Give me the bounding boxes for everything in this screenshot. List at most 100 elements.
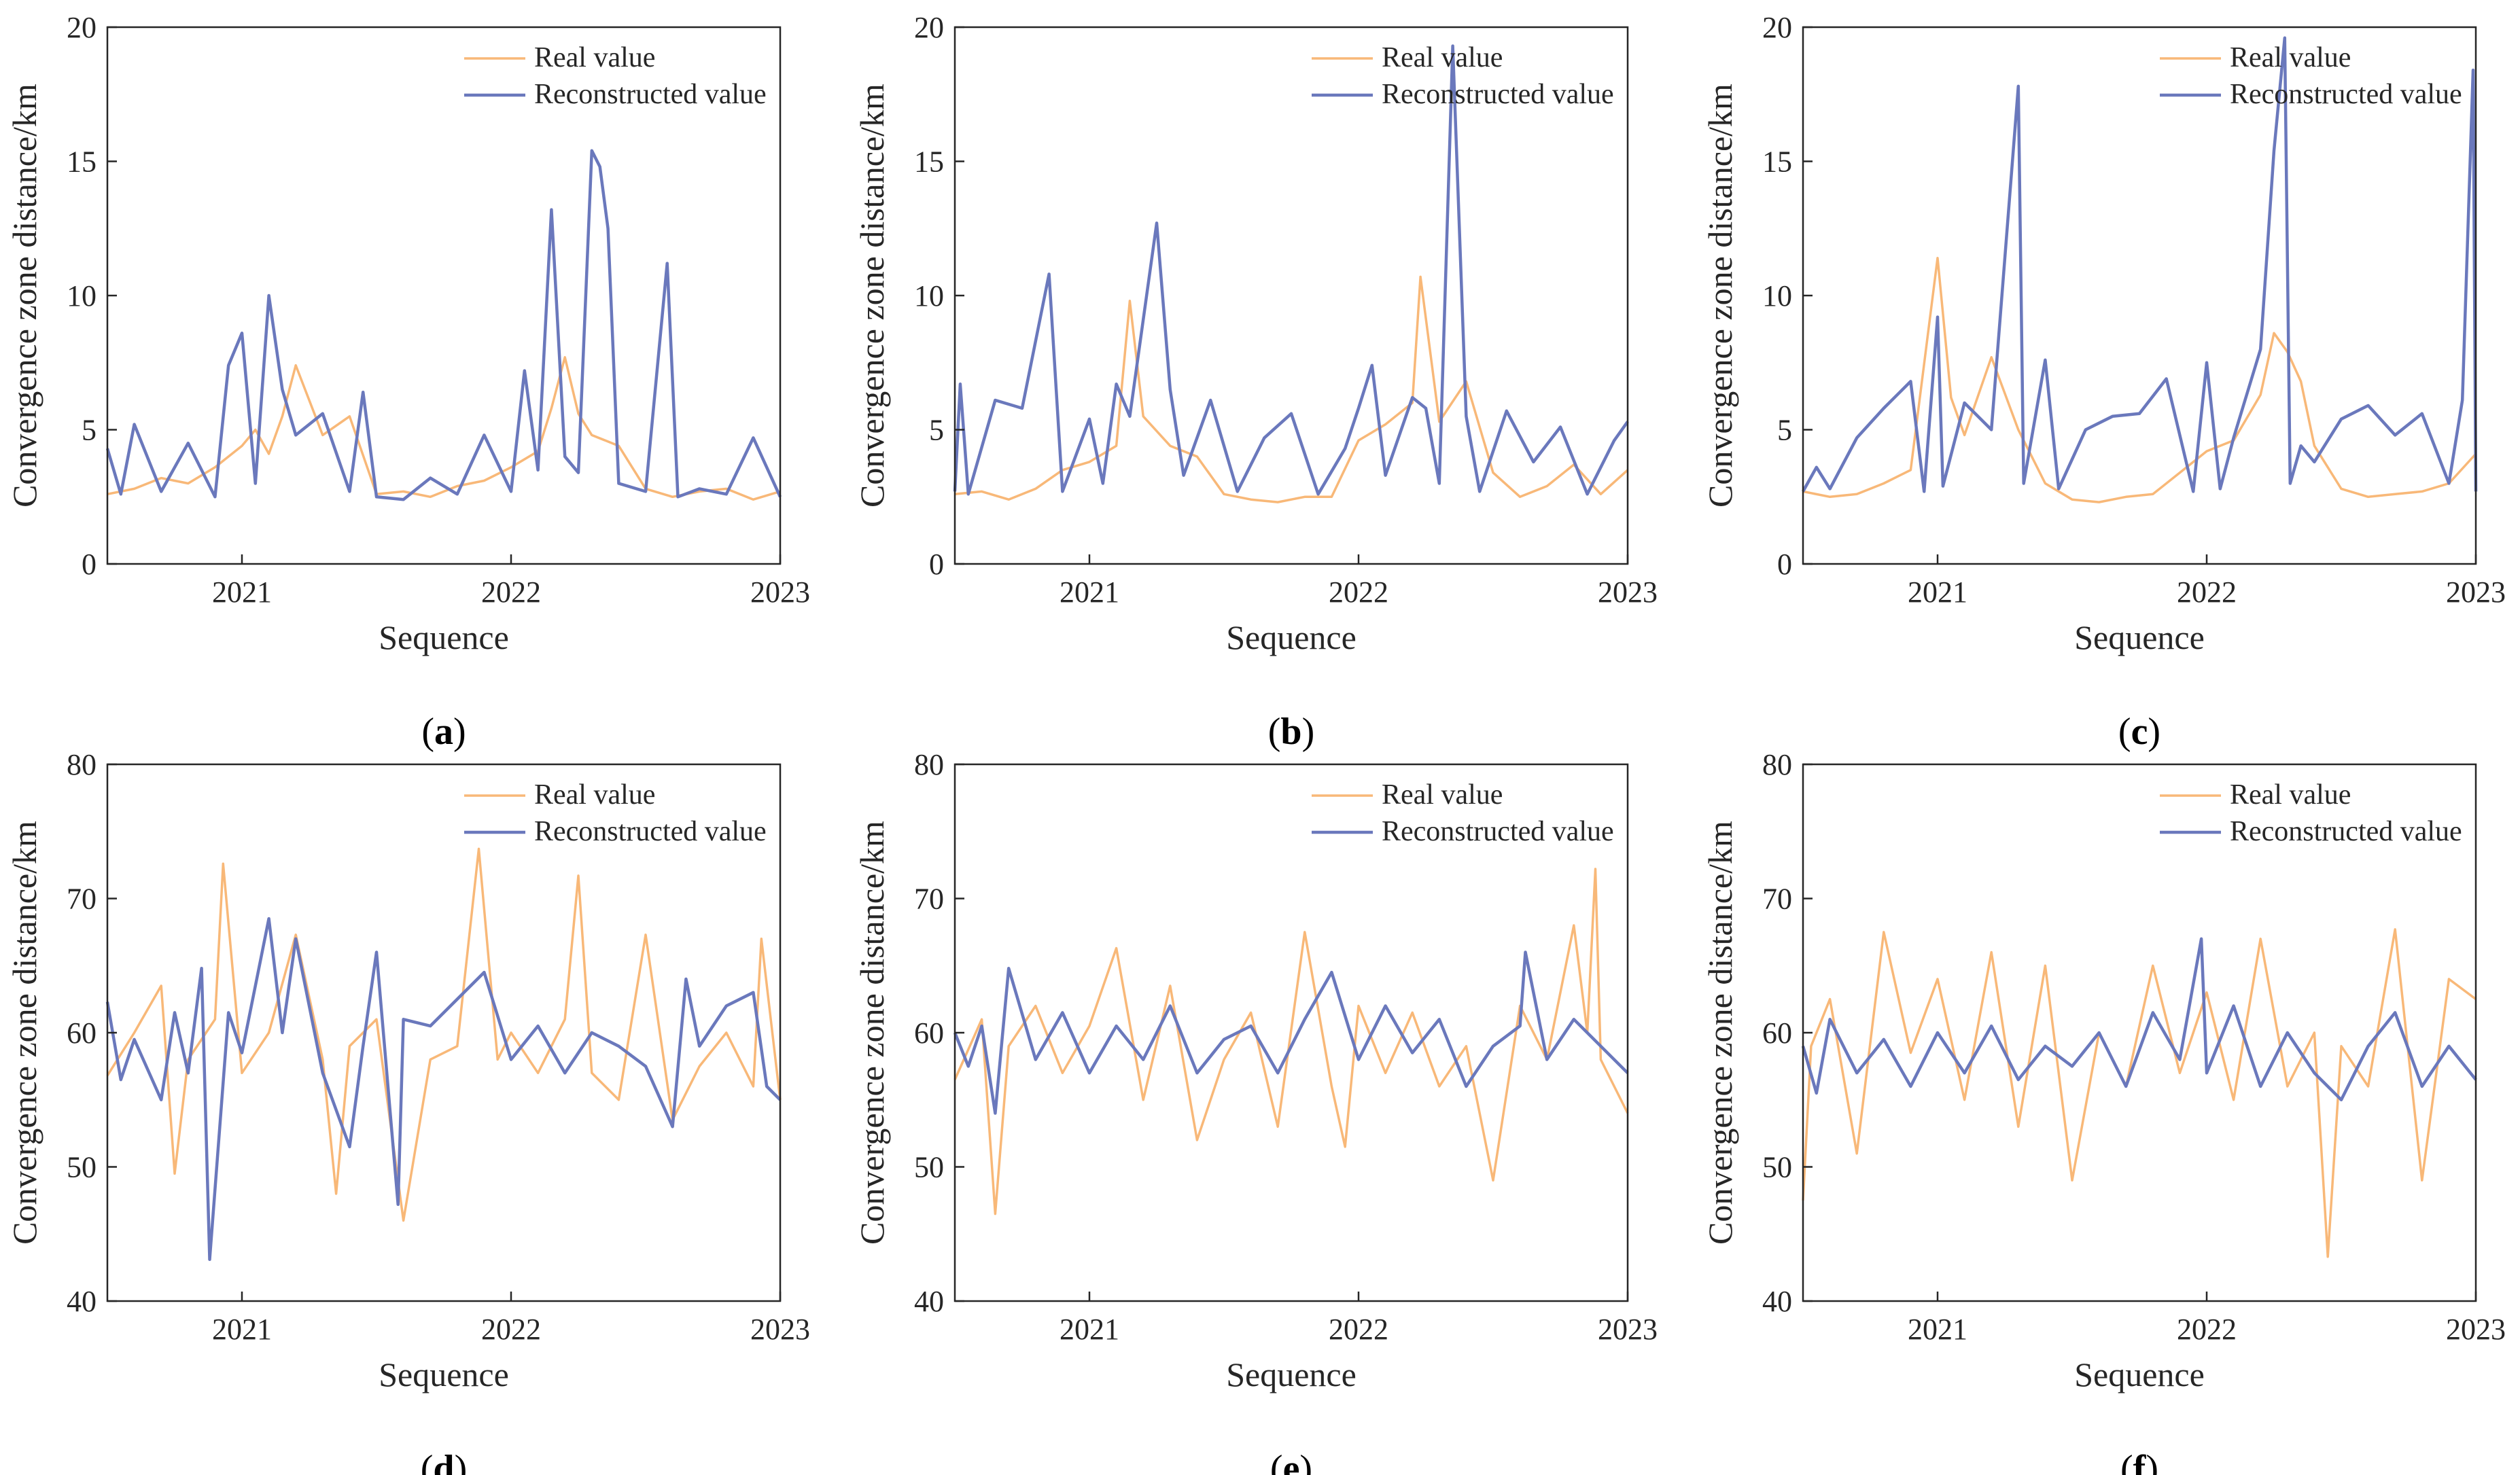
- y-tick-label: 10: [1762, 279, 1792, 313]
- x-tick-label: 2022: [1329, 1313, 1388, 1346]
- y-tick-label: 60: [67, 1016, 97, 1050]
- chart-panel-c: 0 5 10 15 20 2021 2022 2023 Sequence Convergence …: [1701, 11, 2506, 753]
- legend: Real value Reconstructed value: [1312, 42, 1614, 110]
- y-tick-label: 60: [914, 1016, 944, 1050]
- y-tick-label: 20: [914, 11, 944, 44]
- y-tick-label: 5: [82, 414, 97, 447]
- series-line-real: [106, 847, 782, 1222]
- x-tick-label: 2022: [2177, 1313, 2237, 1346]
- x-tick-label: 2021: [1060, 1313, 1119, 1346]
- x-axis-title: Sequence: [1226, 1355, 1357, 1393]
- y-axis-title: Convergence zone distance/km: [853, 821, 891, 1245]
- series-line-reconstructed: [1802, 36, 2478, 493]
- series-line-reconstructed: [1801, 937, 2477, 1102]
- x-axis-title: Sequence: [2074, 618, 2205, 656]
- x-axis-title: Sequence: [1226, 618, 1357, 656]
- y-tick-label: 70: [67, 883, 97, 916]
- y-tick-label: 10: [67, 279, 97, 313]
- panel-letter: b: [1280, 711, 1301, 753]
- y-tick-label: 40: [914, 1285, 944, 1318]
- x-tick-label: 2021: [212, 575, 272, 609]
- x-tick-label: 2023: [1598, 1313, 1658, 1346]
- legend: Real value Reconstructed value: [2160, 42, 2462, 110]
- legend-label-real: Real value: [2230, 779, 2351, 811]
- panel-letter: a: [434, 711, 453, 753]
- chart-panel-b: 0 5 10 15 20 2021 2022 2023 Sequence Convergence …: [853, 11, 1658, 753]
- panel-label: (c): [2118, 711, 2160, 753]
- x-tick-label: 2022: [481, 575, 541, 609]
- x-tick-label: 2023: [750, 1313, 810, 1346]
- y-tick-label: 50: [67, 1151, 97, 1184]
- panel-label: (d): [421, 1448, 467, 1475]
- panel-label: (e): [1270, 1448, 1312, 1475]
- x-tick-label: 2022: [2177, 575, 2237, 609]
- y-axis-title: Convergence zone distance/km: [1701, 84, 1739, 508]
- x-tick-label: 2021: [1908, 1313, 1967, 1346]
- y-tick-label: 0: [82, 548, 97, 581]
- series-line-reconstructed: [105, 149, 782, 501]
- x-tick-label: 2022: [481, 1313, 541, 1346]
- legend-label-real: Real value: [534, 779, 655, 811]
- y-tick-label: 20: [67, 11, 97, 44]
- legend-label-real: Real value: [1382, 779, 1503, 811]
- legend: Real value Reconstructed value: [464, 779, 767, 847]
- y-tick-label: 10: [914, 279, 944, 313]
- legend-label-reconstructed: Reconstructed value: [1382, 79, 1614, 110]
- y-tick-label: 80: [67, 748, 97, 781]
- y-tick-label: 70: [1762, 883, 1792, 916]
- legend-label-real: Real value: [1382, 42, 1503, 73]
- x-tick-label: 2022: [1329, 575, 1388, 609]
- legend-label-reconstructed: Reconstructed value: [2230, 79, 2462, 110]
- series-line-real: [953, 868, 1629, 1215]
- panel-label: (b): [1268, 711, 1314, 753]
- y-axis-title: Convergence zone distance/km: [5, 821, 43, 1245]
- y-tick-label: 80: [1762, 748, 1792, 781]
- chart-panel-e: 40 50 60 70 80 2021 2022 2023 Sequence Convergenc…: [853, 748, 1658, 1475]
- y-tick-label: 50: [914, 1151, 944, 1184]
- panel-label: (a): [421, 711, 466, 753]
- y-tick-label: 70: [914, 883, 944, 916]
- y-tick-label: 80: [914, 748, 944, 781]
- series-line-reconstructed: [953, 950, 1629, 1115]
- legend: Real value Reconstructed value: [1312, 779, 1614, 847]
- x-tick-label: 2021: [212, 1313, 272, 1346]
- y-tick-label: 0: [1777, 548, 1792, 581]
- series-line-real: [1802, 256, 2477, 503]
- y-tick-label: 60: [1762, 1016, 1792, 1050]
- x-axis-title: Sequence: [379, 1355, 509, 1393]
- series-line-reconstructed: [953, 44, 1629, 496]
- y-tick-label: 15: [1762, 145, 1792, 179]
- x-tick-label: 2023: [2446, 575, 2506, 609]
- legend-label-reconstructed: Reconstructed value: [534, 816, 767, 847]
- chart-panel-f: 40 50 60 70 80 2021 2022 2023 Sequence Convergenc…: [1701, 748, 2506, 1475]
- y-axis-title: Convergence zone distance/km: [853, 84, 891, 508]
- y-tick-label: 20: [1762, 11, 1792, 44]
- y-tick-label: 5: [929, 414, 944, 447]
- legend-label-real: Real value: [534, 42, 655, 73]
- series-line-real: [954, 275, 1629, 503]
- legend: Real value Reconstructed value: [464, 42, 767, 110]
- x-tick-label: 2021: [1908, 575, 1967, 609]
- chart-panel-a: 0 5 10 15 20 2021 2022 2023 Sequence Convergence …: [5, 11, 810, 753]
- y-axis-title: Convergence zone distance/km: [5, 84, 43, 508]
- y-tick-label: 5: [1777, 414, 1792, 447]
- y-tick-label: 40: [1762, 1285, 1792, 1318]
- series-line-real: [107, 356, 781, 501]
- y-tick-label: 50: [1762, 1151, 1792, 1184]
- x-tick-label: 2023: [2446, 1313, 2506, 1346]
- panel-label: (f): [2120, 1448, 2158, 1475]
- panel-letter: c: [2131, 711, 2148, 753]
- x-tick-label: 2021: [1060, 575, 1119, 609]
- y-axis-title: Convergence zone distance/km: [1701, 821, 1739, 1245]
- chart-panel-d: 40 50 60 70 80 2021 2022 2023 Sequence Convergenc…: [5, 748, 810, 1475]
- legend-label-reconstructed: Reconstructed value: [1382, 816, 1614, 847]
- series-line-reconstructed: [105, 917, 782, 1262]
- panel-letter: f: [2133, 1448, 2147, 1475]
- y-tick-label: 15: [914, 145, 944, 179]
- panel-letter: d: [433, 1448, 454, 1475]
- legend: Real value Reconstructed value: [2160, 779, 2462, 847]
- y-tick-label: 40: [67, 1285, 97, 1318]
- y-tick-label: 15: [67, 145, 97, 179]
- x-axis-title: Sequence: [2074, 1355, 2205, 1393]
